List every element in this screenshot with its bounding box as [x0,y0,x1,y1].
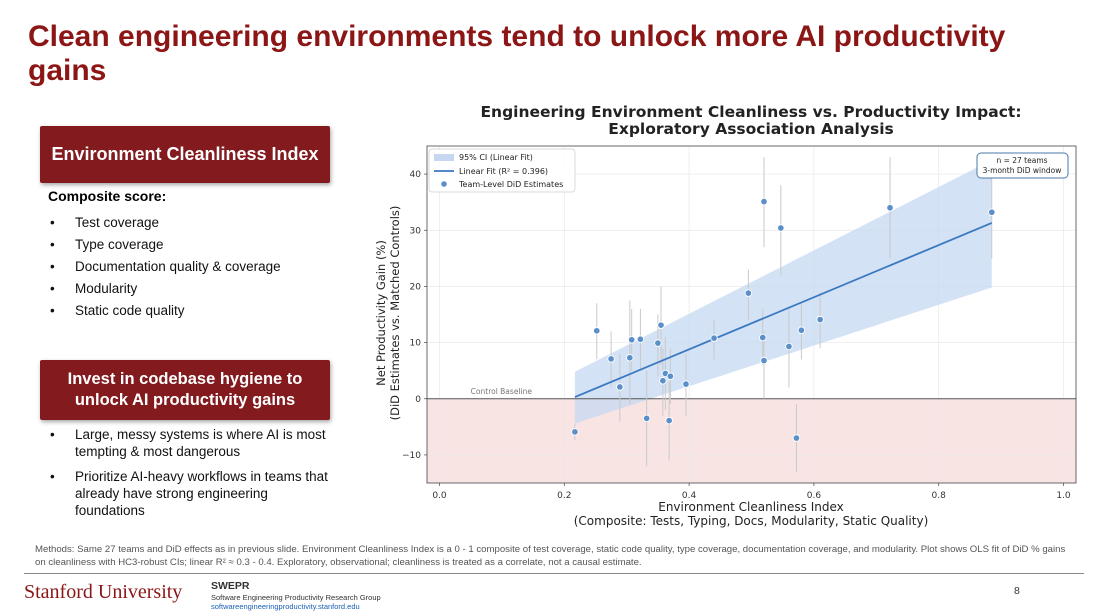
cleanliness-index-header-label: Environment Cleanliness Index [51,144,319,164]
data-point [626,353,634,362]
x-axis-sublabel: (Composite: Tests, Typing, Docs, Modular… [574,514,929,528]
y-tick-label: −10 [402,451,421,461]
fit-line [574,222,993,398]
data-point [627,336,636,344]
y-axis-label: Net Productivity Gain (%) [374,240,388,386]
x-axis-ticks: 0.0 0.2 0.4 0.6 0.8 1.0 [432,483,1071,501]
data-point [760,197,768,206]
plot-area: Control Baseline [427,146,1076,483]
data-point [886,204,894,212]
x-tick-label: 0.6 [807,491,822,501]
legend-point-swatch [440,180,448,188]
data-point [571,428,579,436]
footer-divider [24,573,1084,574]
data-point [657,321,665,329]
y-tick-label: 40 [410,170,422,180]
annotation-line-2: 3-month DiD window [983,166,1062,175]
component-list: Test coverage Type coverage Documentatio… [48,214,281,324]
page-number: 8 [1014,585,1020,597]
data-point [607,355,615,363]
plot-frame [426,145,1077,484]
slide-title: Clean engineering environments tend to u… [28,20,1006,87]
group-url[interactable]: softwareengineeringproductivity.stanford… [211,602,360,611]
legend-ci-label: 95% CI (Linear Fit) [459,153,533,162]
data-point [666,372,675,381]
data-point [785,342,793,351]
x-tick-label: 0.4 [682,491,697,501]
y-axis-sublabel: (DiD Estimates vs. Matched Controls) [388,206,402,421]
y-tick-label: 0 [415,395,421,405]
list-item: Large, messy systems is where AI is most… [48,426,338,460]
data-point [777,224,785,232]
data-point [988,208,996,217]
x-axis-label: Environment Cleanliness Index [658,500,844,514]
group-full-name: Software Engineering Productivity Resear… [211,593,381,602]
list-item: Static code quality [48,302,281,324]
data-point [654,339,662,347]
data-point [616,383,624,391]
data-point [682,380,690,388]
annotation-line-1: n = 27 teams [996,156,1047,165]
annotation-box [976,152,1069,179]
y-tick-label: 10 [410,339,422,349]
y-tick-label: 20 [410,282,422,292]
data-point [797,326,806,334]
scatter-chart: Control Baseline 0.0 0.2 0.4 0.6 0.8 1.0 −10 0… [374,103,1077,528]
data-point [792,434,801,442]
y-tick-label: 30 [410,226,422,236]
stanford-logo: Stanford University [24,581,183,603]
legend-point-label: Team-Level DiD Estimates [458,180,563,189]
data-point [816,315,824,324]
x-tick-label: 0.8 [932,491,947,501]
control-baseline-label: Control Baseline [471,387,533,396]
data-point [710,334,718,342]
recommendation-header-label: Invest in codebase hygiene to unlock AI … [67,370,303,409]
legend-ci-swatch [434,154,454,161]
legend-box [428,148,576,193]
takeaway-list: Large, messy systems is where AI is most… [48,426,338,527]
data-point [760,356,768,365]
legend: 95% CI (Linear Fit) Linear Fit (R² = 0.3… [428,148,576,193]
list-item: Documentation quality & coverage [48,258,281,280]
methods-note: Methods: Same 27 teams and DiD effects a… [35,544,1066,568]
data-points [571,197,996,442]
x-tick-label: 0.0 [432,491,447,501]
negative-region [427,398,1076,483]
recommendation-header: Invest in codebase hygiene to unlock AI … [40,360,330,420]
chart-title: Engineering Environment Cleanliness vs. … [480,103,1021,121]
data-point [592,327,601,335]
data-point [659,377,667,385]
data-point [665,416,673,425]
y-axis-ticks: −10 0 10 20 30 40 [402,170,427,461]
x-tick-label: 0.2 [557,491,571,501]
data-point [744,289,753,297]
list-item: Modularity [48,280,281,302]
x-tick-label: 1.0 [1056,491,1071,501]
cleanliness-index-header: Environment Cleanliness Index [40,126,330,183]
list-item: Prioritize AI-heavy workflows in teams t… [48,468,338,519]
data-point [642,414,651,423]
composite-score-label: Composite score: [48,188,167,204]
legend-fit-label: Linear Fit (R² = 0.396) [459,167,548,176]
ci-band [574,160,992,424]
annotation: n = 27 teams 3-month DiD window [976,152,1069,179]
group-name: SWEPR [211,580,250,592]
chart-subtitle: Exploratory Association Analysis [608,120,893,138]
data-point [758,333,767,342]
list-item: Type coverage [48,236,281,258]
data-point [636,335,645,343]
list-item: Test coverage [48,214,281,236]
